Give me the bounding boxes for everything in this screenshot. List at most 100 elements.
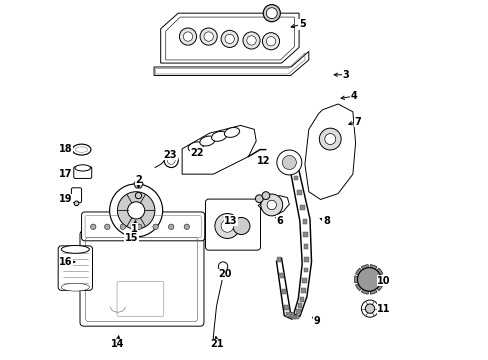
Circle shape: [262, 33, 279, 50]
Circle shape: [200, 28, 217, 45]
Bar: [293, 315, 298, 319]
Bar: [302, 219, 307, 224]
Text: 1: 1: [131, 224, 138, 234]
Circle shape: [203, 32, 213, 41]
Circle shape: [135, 193, 142, 199]
Bar: [284, 165, 289, 169]
Ellipse shape: [72, 144, 91, 155]
Wedge shape: [355, 279, 368, 291]
Circle shape: [262, 192, 269, 199]
Circle shape: [365, 304, 374, 313]
Ellipse shape: [75, 165, 90, 171]
Bar: [290, 167, 295, 171]
Wedge shape: [354, 276, 368, 283]
Circle shape: [319, 128, 341, 150]
Circle shape: [218, 262, 227, 271]
Text: 5: 5: [298, 19, 305, 29]
FancyBboxPatch shape: [58, 246, 92, 290]
Circle shape: [167, 157, 175, 165]
Circle shape: [361, 300, 378, 317]
Bar: [276, 257, 281, 262]
Bar: [302, 278, 306, 283]
Circle shape: [266, 8, 277, 19]
Circle shape: [90, 224, 96, 230]
FancyBboxPatch shape: [205, 199, 260, 250]
Ellipse shape: [224, 127, 239, 138]
Wedge shape: [368, 279, 382, 291]
Polygon shape: [182, 125, 256, 174]
Circle shape: [221, 220, 233, 232]
Bar: [293, 176, 298, 180]
Text: 16: 16: [59, 257, 73, 267]
Text: 8: 8: [322, 216, 329, 226]
Circle shape: [109, 184, 163, 237]
Polygon shape: [161, 13, 299, 63]
Text: 9: 9: [313, 316, 319, 326]
Circle shape: [243, 32, 260, 49]
Circle shape: [266, 37, 275, 46]
Text: 21: 21: [210, 339, 224, 350]
Bar: [279, 273, 283, 278]
Text: 12: 12: [257, 156, 270, 166]
Text: 19: 19: [59, 194, 73, 204]
Bar: [287, 166, 292, 170]
Bar: [299, 205, 304, 210]
Circle shape: [120, 224, 125, 230]
Text: 4: 4: [349, 91, 356, 101]
Ellipse shape: [75, 147, 88, 152]
Text: 14: 14: [111, 339, 124, 350]
Text: 23: 23: [163, 150, 177, 160]
Circle shape: [179, 28, 196, 45]
Ellipse shape: [188, 142, 203, 152]
Circle shape: [232, 217, 249, 235]
Bar: [284, 305, 288, 310]
Ellipse shape: [61, 283, 89, 291]
Bar: [281, 163, 285, 168]
Circle shape: [136, 224, 142, 230]
Wedge shape: [368, 268, 382, 279]
Bar: [303, 232, 307, 237]
FancyBboxPatch shape: [80, 231, 203, 326]
Polygon shape: [134, 180, 143, 188]
Bar: [288, 314, 293, 318]
Text: 3: 3: [342, 70, 348, 80]
Wedge shape: [368, 279, 376, 294]
Circle shape: [127, 202, 144, 219]
Text: 11: 11: [377, 303, 390, 314]
Bar: [295, 309, 300, 314]
Bar: [304, 257, 308, 262]
Text: 6: 6: [276, 216, 283, 226]
Circle shape: [164, 153, 178, 167]
Bar: [299, 297, 304, 302]
Text: 10: 10: [377, 275, 390, 285]
Circle shape: [221, 30, 238, 48]
Circle shape: [104, 224, 110, 230]
Wedge shape: [355, 268, 368, 279]
Circle shape: [266, 200, 276, 210]
Bar: [297, 303, 302, 308]
FancyBboxPatch shape: [81, 212, 204, 241]
Circle shape: [214, 213, 239, 238]
Circle shape: [263, 5, 280, 22]
Circle shape: [260, 194, 282, 216]
Wedge shape: [361, 265, 368, 279]
Text: 20: 20: [218, 269, 231, 279]
Bar: [286, 312, 290, 317]
Circle shape: [276, 150, 301, 175]
Wedge shape: [368, 276, 383, 283]
FancyBboxPatch shape: [71, 188, 81, 203]
Circle shape: [74, 201, 79, 206]
Circle shape: [168, 224, 174, 230]
Text: 7: 7: [353, 117, 360, 126]
Circle shape: [357, 268, 380, 291]
Text: 13: 13: [224, 216, 237, 226]
FancyBboxPatch shape: [74, 167, 92, 179]
Bar: [296, 190, 301, 195]
Wedge shape: [368, 265, 376, 279]
Circle shape: [153, 224, 158, 230]
Bar: [303, 244, 308, 249]
Circle shape: [255, 195, 263, 203]
Circle shape: [282, 156, 296, 170]
Ellipse shape: [61, 246, 89, 253]
Text: 17: 17: [59, 169, 73, 179]
